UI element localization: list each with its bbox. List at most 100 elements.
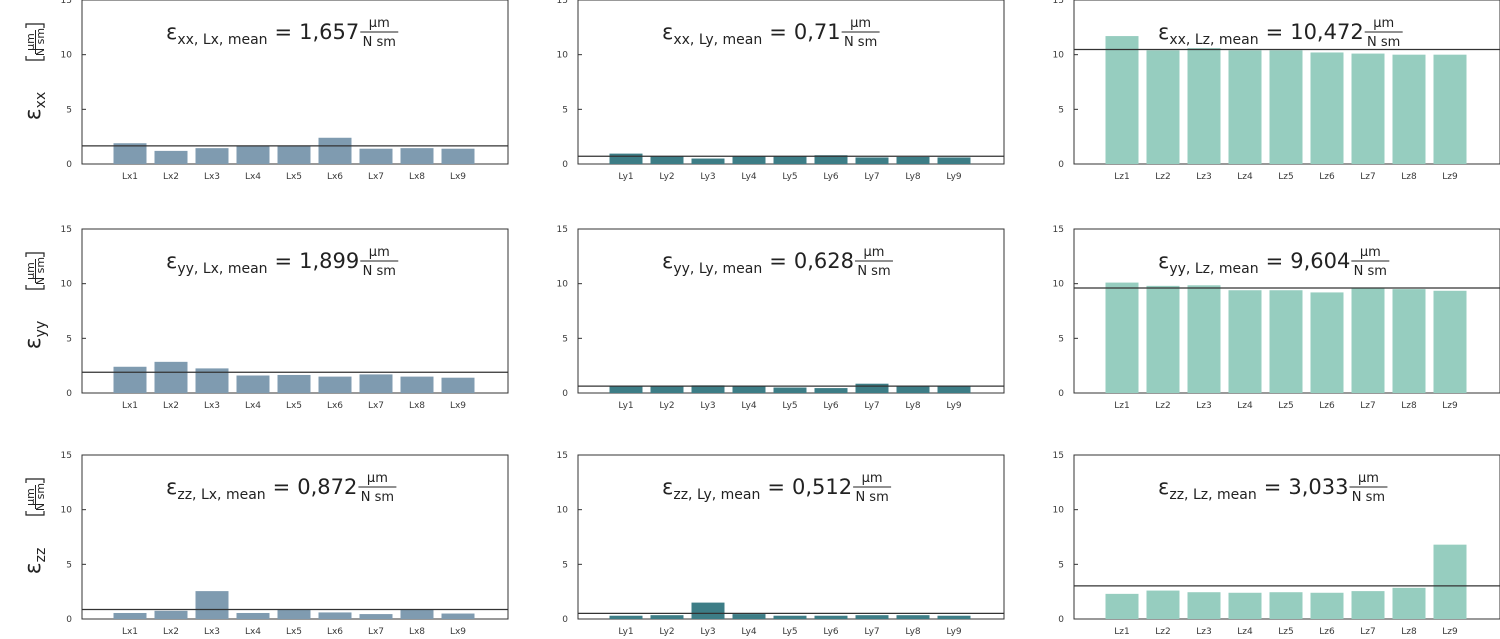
annotation-subscript: zz, Lz, mean	[1169, 487, 1256, 503]
bar	[650, 386, 684, 393]
category-label: Lx9	[450, 172, 466, 182]
annotation-unit-denominator: N sm	[363, 264, 396, 279]
bar	[1187, 592, 1221, 619]
y-tick-label: 5	[1058, 105, 1064, 115]
y-tick-label: 5	[1058, 560, 1064, 570]
category-label: Lz5	[1278, 627, 1293, 637]
y-tick-label: 5	[1058, 334, 1064, 344]
category-label: Lx9	[450, 627, 466, 637]
mean-annotation: εxx, Lz, mean = 10,472	[1158, 20, 1364, 48]
category-label: Lz1	[1114, 401, 1129, 411]
annotation-unit-denominator: N sm	[1354, 264, 1387, 279]
mean-annotation: εzz, Lz, mean = 3,033	[1158, 475, 1348, 503]
y-tick-label: 15	[557, 0, 568, 6]
row-label-xx: εxx μmN sm	[21, 23, 49, 120]
annotation-unit-numerator: μm	[1373, 16, 1394, 31]
category-label: Lz8	[1401, 627, 1417, 637]
bar	[113, 143, 147, 164]
panel-0-2: 0 5 10 15 Lz1 Lz2 Lz3 Lz4 Lz5 Lz6 Lz7 Lz8 Lz9 εxx, Lz…	[1053, 0, 1500, 182]
bar	[1433, 544, 1467, 619]
annotation-symbol: ε	[1158, 475, 1169, 499]
bar	[732, 614, 766, 619]
bar	[195, 591, 229, 619]
bar	[318, 376, 352, 393]
panel-2-0: 0 5 10 15 Lx1 Lx2 Lx3 Lx4 Lx5 Lx6 Lx7 Lx8 Lx9 εzz, Lx…	[61, 451, 509, 637]
bar	[1146, 590, 1180, 619]
annotation-symbol: ε	[166, 249, 177, 273]
category-label: Lz6	[1319, 401, 1335, 411]
bar	[1351, 287, 1385, 393]
category-label: Lx5	[286, 401, 302, 411]
bar	[236, 146, 270, 164]
row-label-unit-numerator: μm	[24, 262, 37, 280]
annotation-subscript: yy, Lx, mean	[177, 261, 267, 277]
category-label: Lx3	[204, 401, 220, 411]
mean-annotation: εxx, Ly, mean = 0,71	[662, 20, 841, 48]
bar	[359, 374, 393, 393]
y-tick-label: 0	[562, 160, 568, 170]
row-label-subscript: xx	[33, 92, 49, 109]
y-tick-label: 10	[61, 280, 73, 290]
annotation-unit-numerator: μm	[1360, 245, 1381, 260]
annotation-subscript: xx, Lx, mean	[177, 32, 267, 48]
bar	[937, 157, 971, 164]
plot-frame	[577, 0, 1005, 165]
category-label: Lz7	[1360, 401, 1375, 411]
category-label: Ly7	[864, 627, 879, 637]
annotation-symbol: ε	[662, 20, 673, 44]
bar	[1146, 50, 1180, 164]
y-tick-label: 5	[562, 560, 568, 570]
bar	[773, 156, 807, 164]
category-label: Lz7	[1360, 627, 1375, 637]
category-label: Lx2	[163, 627, 179, 637]
annotation-equals: =	[1264, 475, 1282, 499]
category-label: Lx8	[409, 627, 425, 637]
bar	[400, 609, 434, 619]
bar	[855, 615, 889, 619]
bar	[1310, 592, 1344, 619]
category-label: Ly2	[659, 401, 674, 411]
y-tick-label: 5	[562, 334, 568, 344]
category-label: Ly7	[864, 172, 879, 182]
annotation-value: 0,872	[297, 475, 357, 499]
category-label: Lz2	[1155, 401, 1170, 411]
row-label-symbol: ε	[21, 562, 46, 574]
y-tick-label: 0	[562, 389, 568, 399]
row-label-bracket-right	[25, 23, 45, 28]
annotation-unit-denominator: N sm	[363, 35, 396, 50]
bar	[441, 613, 475, 619]
y-tick-label: 10	[61, 506, 73, 516]
annotation-subscript: yy, Ly, mean	[673, 261, 762, 277]
y-tick-label: 0	[66, 160, 72, 170]
row-label-text: εzz	[21, 548, 49, 575]
bar	[1187, 285, 1221, 393]
category-label: Lx7	[368, 401, 384, 411]
y-tick-label: 5	[66, 105, 72, 115]
bar	[691, 602, 725, 619]
bar	[1351, 591, 1385, 619]
row-label-bracket-right	[25, 252, 45, 257]
y-tick-label: 0	[562, 615, 568, 625]
annotation-value: 9,604	[1290, 249, 1350, 273]
annotation-symbol: ε	[662, 249, 673, 273]
bar	[318, 137, 352, 164]
bar	[691, 385, 725, 393]
bar	[896, 615, 930, 619]
category-label: Lz9	[1442, 627, 1458, 637]
annotation-subscript: yy, Lz, mean	[1169, 261, 1258, 277]
y-tick-label: 10	[1053, 51, 1065, 61]
annotation-subscript: zz, Ly, mean	[673, 487, 760, 503]
bar	[773, 615, 807, 619]
annotation-symbol: ε	[662, 475, 673, 499]
bar	[732, 385, 766, 393]
bar	[1310, 52, 1344, 165]
category-label: Ly4	[741, 172, 757, 182]
category-label: Ly3	[700, 627, 715, 637]
category-label: Lx6	[327, 401, 343, 411]
category-label: Ly9	[946, 627, 962, 637]
bar	[113, 366, 147, 393]
category-label: Lz4	[1237, 627, 1253, 637]
y-tick-label: 10	[557, 51, 569, 61]
mean-annotation: εzz, Lx, mean = 0,872	[166, 475, 357, 503]
